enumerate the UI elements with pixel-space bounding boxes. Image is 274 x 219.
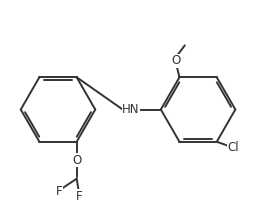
Text: HN: HN — [122, 103, 140, 116]
Text: F: F — [76, 189, 83, 203]
Text: Cl: Cl — [227, 141, 239, 154]
Text: F: F — [56, 185, 63, 198]
Text: O: O — [172, 54, 181, 67]
Text: O: O — [72, 154, 81, 167]
